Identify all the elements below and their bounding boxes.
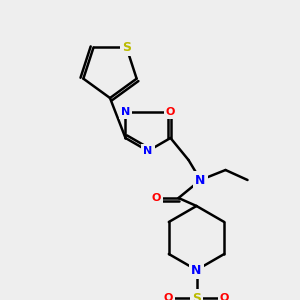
Text: O: O <box>164 293 173 300</box>
Text: O: O <box>166 107 175 117</box>
Text: S: S <box>192 292 201 300</box>
Text: S: S <box>122 41 131 54</box>
Text: N: N <box>121 107 130 117</box>
Text: N: N <box>143 146 153 156</box>
Text: O: O <box>220 293 229 300</box>
Text: N: N <box>195 173 206 187</box>
Text: O: O <box>152 193 161 203</box>
Text: N: N <box>191 263 202 277</box>
